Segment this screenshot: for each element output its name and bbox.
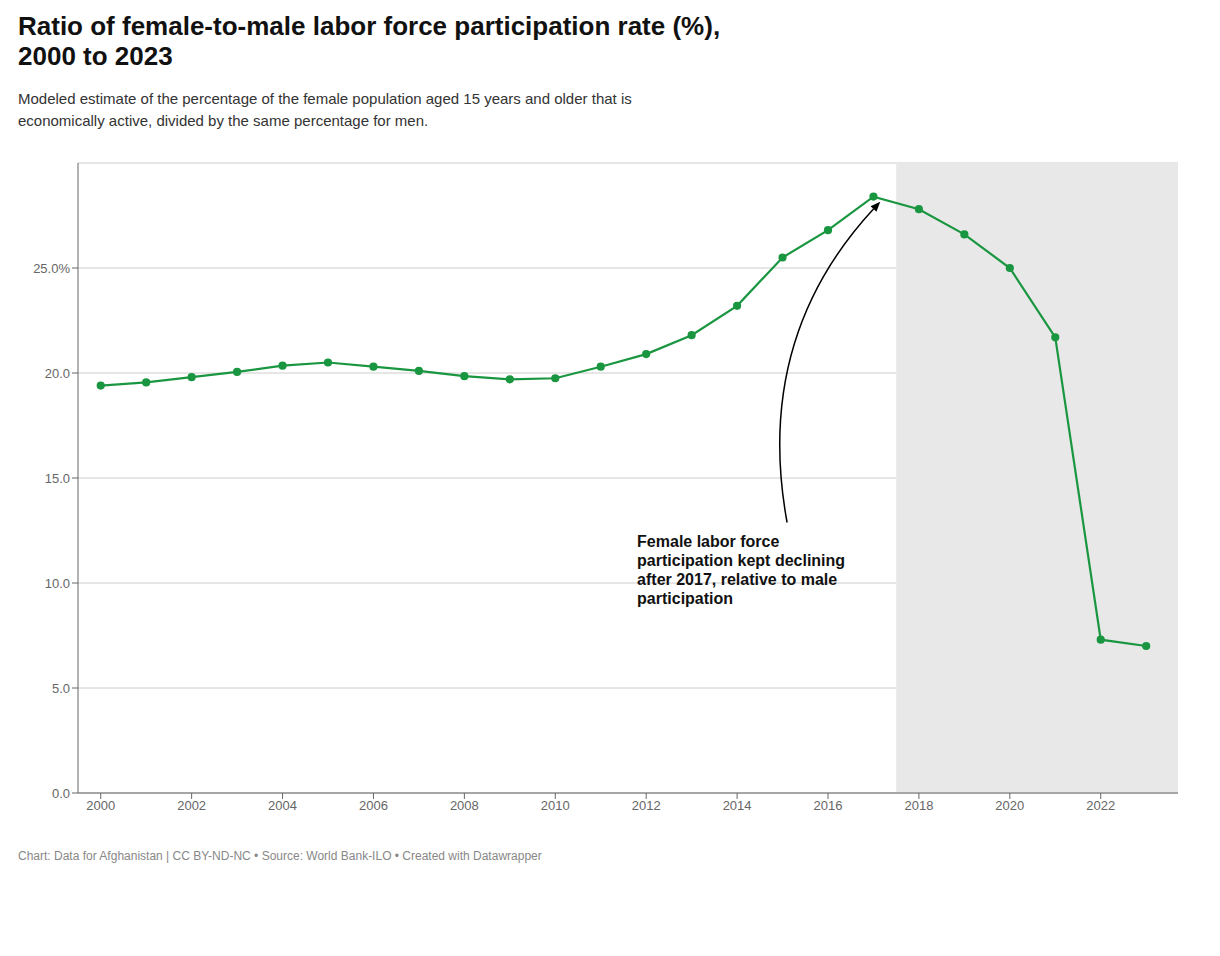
svg-text:2020: 2020 xyxy=(995,798,1024,813)
svg-text:10.0: 10.0 xyxy=(45,575,70,590)
svg-text:Female labor forceparticipatio: Female labor forceparticipation kept dec… xyxy=(637,532,845,607)
svg-text:2012: 2012 xyxy=(632,798,661,813)
svg-text:2008: 2008 xyxy=(450,798,479,813)
svg-text:0.0: 0.0 xyxy=(52,785,70,800)
html-text:Chart: Data for Afghanistan |: Chart: Data for Afghanistan | CC BY-ND-N… xyxy=(18,848,542,863)
html-text:Ratio of female-to-male labor: Ratio of female-to-male labor force part… xyxy=(18,11,721,71)
svg-text:2018: 2018 xyxy=(904,798,933,813)
svg-text:2004: 2004 xyxy=(268,798,297,813)
svg-text:20.0: 20.0 xyxy=(45,365,70,380)
svg-text:2006: 2006 xyxy=(359,798,388,813)
html-text:Modeled estimate of the percen: Modeled estimate of the percentage of th… xyxy=(18,89,632,130)
svg-text:2022: 2022 xyxy=(1086,798,1115,813)
svg-text:25.0%: 25.0% xyxy=(33,260,70,275)
svg-text:2016: 2016 xyxy=(814,798,843,813)
svg-text:15.0: 15.0 xyxy=(45,470,70,485)
svg-text:2014: 2014 xyxy=(723,798,752,813)
svg-text:2000: 2000 xyxy=(86,798,115,813)
svg-text:5.0: 5.0 xyxy=(52,680,70,695)
svg-text:2010: 2010 xyxy=(541,798,570,813)
svg-text:2002: 2002 xyxy=(177,798,206,813)
